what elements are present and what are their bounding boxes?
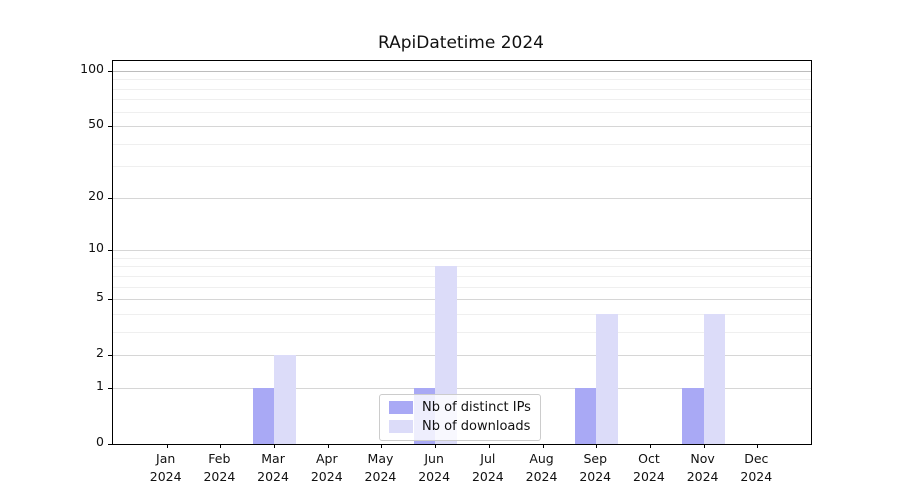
x-axis-tick (435, 444, 437, 448)
x-tick-label: Dec 2024 (740, 451, 773, 484)
x-axis-tick (488, 444, 490, 448)
y-axis-tick (108, 126, 113, 128)
legend-label: Nb of downloads (422, 419, 531, 434)
x-axis-tick (327, 444, 329, 448)
x-tick-label: Sep 2024 (579, 451, 612, 484)
gridline-minor (113, 143, 811, 145)
gridline-major (113, 250, 811, 252)
x-tick-label: Jul 2024 (471, 451, 504, 484)
x-axis-tick (596, 444, 598, 448)
gridline-major (113, 71, 811, 72)
chart-title: RApiDatetime 2024 (378, 33, 544, 53)
x-axis-tick (542, 444, 544, 448)
x-tick-label: May 2024 (364, 451, 397, 484)
gridline-minor (113, 88, 811, 90)
x-tick-label: Feb 2024 (203, 451, 236, 484)
gridline-minor (113, 111, 811, 113)
x-tick-label: Aug 2024 (525, 451, 558, 484)
bar-downloads (274, 355, 296, 444)
legend-label: Nb of distinct IPs (422, 400, 531, 415)
gridline-minor (113, 286, 811, 288)
gridline-minor (113, 331, 811, 333)
y-axis-tick (108, 250, 113, 252)
y-axis-tick (108, 299, 113, 301)
gridline-major (113, 355, 811, 357)
gridline-major (113, 126, 811, 128)
y-tick-label: 10 (88, 240, 104, 256)
bar-downloads (703, 313, 726, 444)
legend-item: Nb of downloads (389, 419, 531, 434)
x-axis-tick (166, 444, 168, 448)
legend: Nb of distinct IPs Nb of downloads (379, 394, 541, 441)
gridline-minor (113, 313, 811, 315)
x-tick-label: Apr 2024 (310, 451, 343, 484)
gridline-minor (113, 275, 811, 277)
x-tick-label: Jan 2024 (149, 451, 182, 484)
y-axis-tick (108, 387, 113, 389)
bar-distinct-ips (682, 387, 704, 444)
gridline-minor (113, 99, 811, 101)
y-tick-label: 20 (88, 187, 104, 203)
y-axis-tick (108, 197, 113, 199)
gridline-minor (113, 166, 811, 168)
x-axis-tick (703, 444, 705, 448)
y-tick-label: 1 (96, 377, 104, 393)
bar-distinct-ips (574, 387, 597, 444)
gridline-minor (113, 257, 811, 259)
y-tick-label: 50 (88, 116, 104, 132)
x-axis-tick (220, 444, 222, 448)
legend-swatch-icon (389, 401, 413, 414)
legend-swatch-icon (389, 420, 413, 433)
x-tick-label: Jun 2024 (418, 451, 451, 484)
gridline-minor (113, 266, 811, 268)
gridline-major (113, 387, 811, 389)
x-axis-tick (274, 444, 276, 448)
y-tick-label: 5 (96, 289, 104, 305)
y-tick-label: 100 (80, 61, 104, 76)
x-tick-label: Nov 2024 (686, 451, 719, 484)
x-axis-tick (381, 444, 383, 448)
x-tick-label: Mar 2024 (257, 451, 289, 484)
bar-downloads (596, 313, 618, 444)
x-axis-tick (757, 444, 759, 448)
x-tick-label: Oct 2024 (633, 451, 665, 484)
plot-area: Nb of distinct IPs Nb of downloads (108, 60, 812, 448)
y-axis-tick (108, 444, 113, 445)
y-axis-tick (108, 71, 113, 72)
y-tick-label: 0 (96, 434, 104, 449)
y-tick-label: 2 (96, 345, 104, 361)
x-axis-tick (649, 444, 651, 448)
y-axis-tick (108, 355, 113, 357)
bar-distinct-ips (252, 387, 275, 444)
legend-item: Nb of distinct IPs (389, 400, 531, 415)
gridline-major (113, 197, 811, 199)
gridline-major (113, 299, 811, 301)
gridline-minor (113, 79, 811, 81)
